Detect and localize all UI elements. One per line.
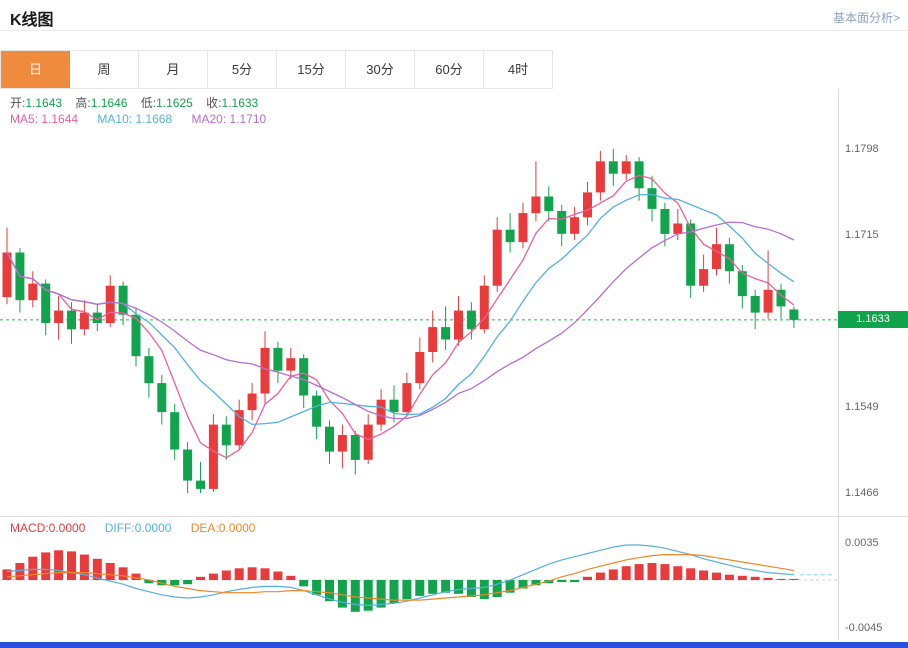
tab-5min[interactable]: 5分 bbox=[208, 51, 277, 88]
tab-week[interactable]: 周 bbox=[70, 51, 139, 88]
price-axis-label: 1.1549 bbox=[845, 401, 879, 413]
tab-month[interactable]: 月 bbox=[139, 51, 208, 88]
high-label: 高: bbox=[75, 96, 91, 110]
dea-value-legend: DEA:0.0000 bbox=[190, 521, 256, 535]
current-price-badge: 1.1633 bbox=[838, 311, 908, 328]
low-label: 低: bbox=[140, 96, 157, 110]
tab-4hour[interactable]: 4时 bbox=[484, 51, 553, 88]
macd-axis-label: 0.0035 bbox=[845, 537, 879, 549]
close-value: 1.1633 bbox=[221, 96, 259, 110]
fundamental-analysis-link[interactable]: 基本面分析> bbox=[832, 11, 900, 25]
candlestick-chart[interactable] bbox=[0, 89, 838, 515]
price-axis-label: 1.1798 bbox=[845, 143, 879, 155]
open-value: 1.1643 bbox=[25, 96, 63, 110]
tab-day[interactable]: 日 bbox=[1, 51, 70, 88]
open-label: 开: bbox=[10, 96, 26, 110]
ma20-legend: MA20: 1.1710 bbox=[191, 112, 267, 126]
header-divider bbox=[0, 30, 908, 31]
ma10-legend: MA10: 1.1668 bbox=[97, 112, 173, 126]
macd-value-legend: MACD:0.0000 bbox=[10, 521, 86, 535]
ohlc-legend: 开:1.1643 高:1.1646 低:1.1625 收:1.1633 bbox=[10, 94, 268, 111]
price-axis-line bbox=[838, 89, 839, 640]
high-value: 1.1646 bbox=[90, 96, 128, 110]
price-axis-label: 1.1715 bbox=[845, 229, 879, 241]
panel-separator bbox=[0, 516, 908, 517]
tab-60min[interactable]: 60分 bbox=[415, 51, 484, 88]
ma-legend: MA5: 1.1644 MA10: 1.1668 MA20: 1.1710 bbox=[10, 112, 282, 126]
macd-axis-label: -0.0045 bbox=[845, 622, 883, 634]
macd-legend: MACD:0.0000 DIFF:0.0000 DEA:0.0000 bbox=[10, 521, 271, 535]
tab-15min[interactable]: 15分 bbox=[277, 51, 346, 88]
ma5-legend: MA5: 1.1644 bbox=[10, 112, 79, 126]
diff-value-legend: DIFF:0.0000 bbox=[104, 521, 172, 535]
bottom-accent-bar bbox=[0, 642, 908, 648]
period-tab-bar: 日 周 月 5分 15分 30分 60分 4时 bbox=[0, 50, 553, 89]
price-axis-label: 1.1466 bbox=[845, 487, 879, 499]
close-label: 收: bbox=[206, 96, 222, 110]
low-value: 1.1625 bbox=[156, 96, 193, 110]
page-title: K线图 bbox=[10, 12, 54, 29]
tab-30min[interactable]: 30分 bbox=[346, 51, 415, 88]
macd-chart[interactable] bbox=[0, 517, 838, 639]
